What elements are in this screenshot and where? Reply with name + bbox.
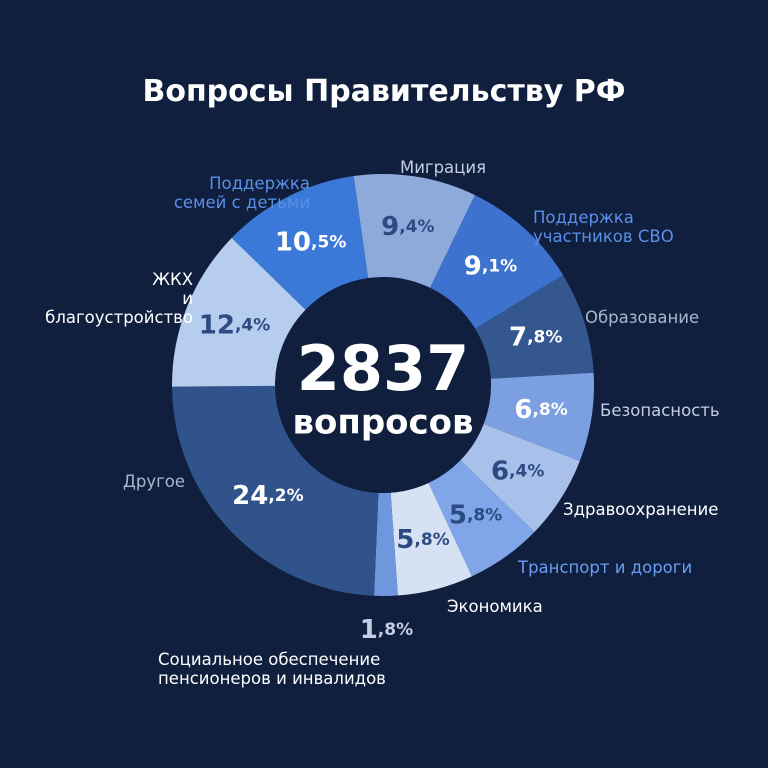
category-label: ЖКХ и благоустройство (45, 270, 193, 327)
donut-segment (460, 423, 580, 533)
category-label: Другое (122, 472, 185, 491)
value-label: 9,1% (464, 251, 517, 281)
total-value: 2837 (297, 332, 470, 405)
category-label: Транспорт и дороги (518, 558, 693, 577)
value-label: 6,4% (491, 456, 544, 486)
value-label: 7,8% (509, 322, 562, 352)
total-caption: вопросов (292, 403, 473, 443)
category-label: Образование (585, 308, 700, 327)
donut-segment (374, 492, 398, 597)
donut-segment (172, 237, 306, 387)
category-label: Поддержка участников СВО (533, 208, 674, 246)
donut-segment (475, 275, 594, 379)
chart-title: Вопросы Правительству РФ (142, 74, 626, 109)
donut-segment (172, 385, 379, 596)
value-label: 1,8% (360, 614, 413, 644)
value-label: 24,2% (232, 481, 304, 511)
category-label: Экономика (447, 597, 543, 616)
category-label: Миграция (399, 158, 487, 177)
donut-segment (353, 174, 475, 288)
category-label: Безопасность (600, 401, 720, 420)
value-label: 10,5% (275, 227, 347, 257)
value-label: 5,8% (449, 500, 502, 530)
donut-segment (390, 482, 472, 596)
donut (172, 174, 594, 597)
donut-segment (430, 195, 564, 329)
category-label: Поддержка семей с детьми (173, 174, 310, 212)
category-label: Здравоохранение (563, 500, 719, 519)
donut-segment (231, 176, 368, 310)
value-label: 9,4% (381, 211, 434, 241)
value-label: 5,8% (396, 524, 449, 554)
category-label: Социальное обеспечение пенсионеров и инв… (158, 650, 386, 688)
value-label: 6,8% (514, 394, 567, 424)
value-label: 12,4% (199, 310, 271, 340)
donut-segment (483, 372, 594, 462)
donut-segment (428, 460, 535, 577)
